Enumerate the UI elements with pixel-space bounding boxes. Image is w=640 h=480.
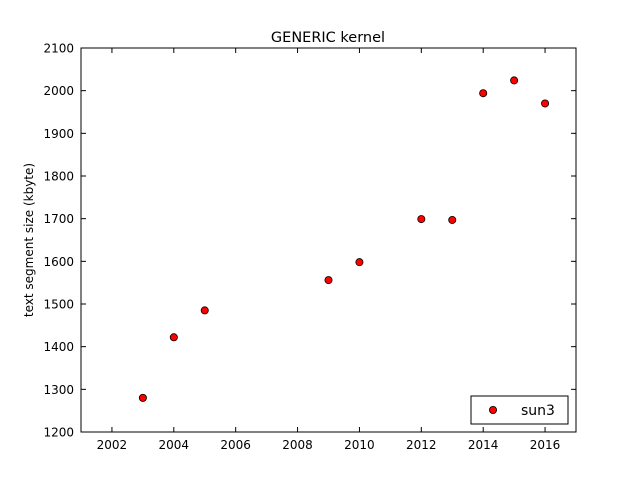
plot-area (80, 47, 577, 433)
data-point-sun3 (510, 76, 519, 85)
legend-box (470, 395, 569, 425)
y-tick-label: 1700 (43, 212, 74, 226)
y-tick-label: 1200 (43, 426, 74, 440)
x-tick-label: 2012 (406, 438, 437, 452)
data-point-sun3 (417, 215, 426, 224)
x-tick-label: 2016 (530, 438, 561, 452)
data-point-sun3 (448, 215, 457, 224)
y-tick-label: 2100 (43, 42, 74, 56)
y-tick-label: 1900 (43, 127, 74, 141)
x-tick-label: 2010 (344, 438, 375, 452)
x-tick-label: 2008 (282, 438, 313, 452)
y-tick-label: 1500 (43, 298, 74, 312)
x-tick-label: 2004 (159, 438, 190, 452)
data-point-sun3 (169, 333, 178, 342)
data-point-sun3 (200, 306, 209, 315)
plot-layer: 2002 2004 2006 2008 2010 2012 2014 2016 1200 1300… (43, 42, 577, 452)
y-tick-label: 1300 (43, 383, 74, 397)
x-tick-label: 2014 (468, 438, 499, 452)
data-point-sun3 (355, 258, 364, 267)
x-tick-label: 2006 (220, 438, 251, 452)
legend-label-sun3: sun3 (521, 403, 555, 419)
x-tick-label: 2002 (97, 438, 128, 452)
y-tick-label: 1400 (43, 340, 74, 354)
chart-title: GENERIC kernel (271, 30, 385, 46)
y-tick-label: 1800 (43, 170, 74, 184)
y-axis-label: text segment size (kbyte) (22, 163, 36, 317)
legend: sun3 (470, 395, 569, 425)
data-point-sun3 (479, 89, 488, 98)
y-tick-label: 2000 (43, 84, 74, 98)
legend-marker-sun3 (488, 405, 497, 414)
y-tick-label: 1600 (43, 255, 74, 269)
data-point-sun3 (324, 276, 333, 285)
data-point-sun3 (138, 393, 147, 402)
data-point-sun3 (541, 99, 550, 108)
